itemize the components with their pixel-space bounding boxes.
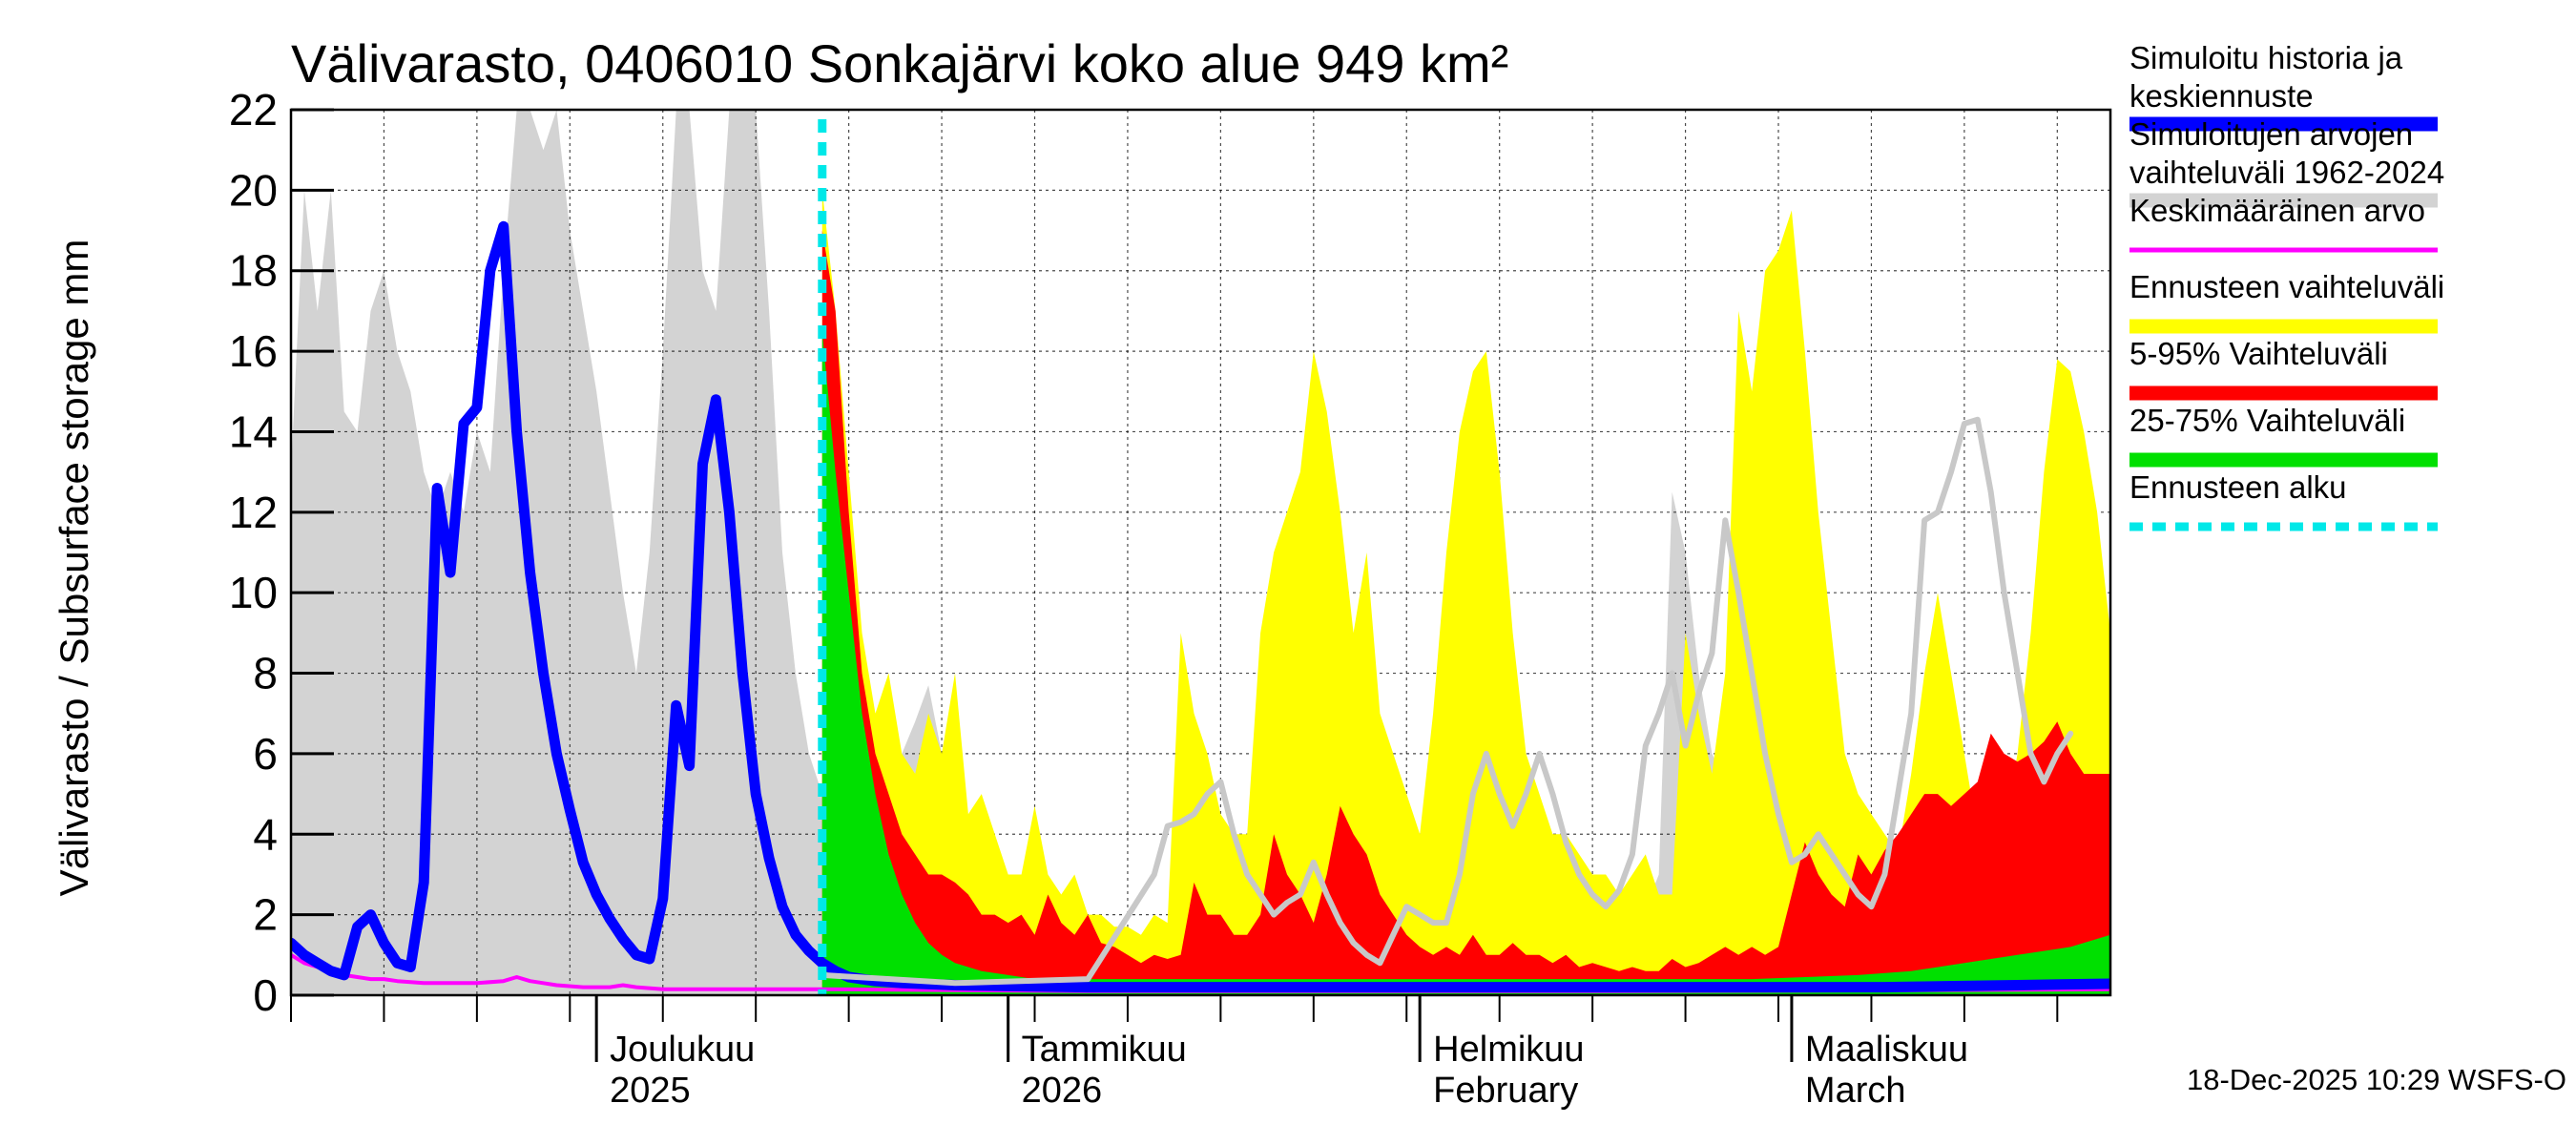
legend-label: Keskimääräinen arvo	[2129, 193, 2425, 228]
series-keskim-r-inen-arvo	[291, 952, 2110, 993]
legend-item: Ennusteen vaihteluväli	[2129, 269, 2444, 334]
legend-item: Ennusteen alku	[2129, 469, 2438, 531]
legend-label: 5-95% Vaihteluväli	[2129, 336, 2388, 371]
y-tick-label: 0	[253, 970, 278, 1020]
y-axis-label: Välivarasto / Subsurface storage mm	[52, 239, 96, 897]
y-tick-label: 10	[229, 568, 278, 617]
x-year-label: February	[1433, 1071, 1578, 1111]
legend-label: Ennusteen alku	[2129, 469, 2347, 505]
legend-item: Keskimääräinen arvo	[2129, 193, 2438, 253]
y-tick-label: 14	[229, 406, 278, 456]
y-tick-label: 12	[229, 488, 278, 537]
x-year-label: 2025	[610, 1071, 691, 1111]
legend-label: Simuloitujen arvojen	[2129, 116, 2413, 152]
y-tick-label: 22	[229, 85, 278, 135]
x-month-label: Maaliskuu	[1805, 1030, 1968, 1070]
legend-item: 25-75% Vaihteluväli	[2129, 403, 2438, 468]
y-tick-label: 2	[253, 890, 278, 940]
footer-timestamp: 18-Dec-2025 10:29 WSFS-O	[2187, 1063, 2566, 1096]
y-tick-label: 20	[229, 165, 278, 215]
y-tick-label: 4	[253, 809, 278, 859]
y-tick-label: 8	[253, 649, 278, 698]
plot-frame	[289, 108, 2112, 997]
x-year-label: 2026	[1022, 1071, 1103, 1111]
chart-title: Välivarasto, 0406010 Sonkajärvi koko alu…	[291, 33, 1508, 94]
y-tick-label: 6	[253, 729, 278, 779]
y-tick-label: 16	[229, 326, 278, 376]
x-year-label: March	[1805, 1071, 1906, 1111]
series-ennusteen-vaihteluv-li	[821, 190, 2110, 995]
y-tick-label: 18	[229, 246, 278, 296]
legend-label-line2: keskiennuste	[2129, 78, 2314, 114]
legend-item: 5-95% Vaihteluväli	[2129, 336, 2438, 401]
series-ennusteen-keskiarvo-harmaa-	[819, 416, 2074, 987]
series-simuloitujen-arvojen-vaihteluv-li-1962-2024	[291, 110, 2110, 995]
legend: Simuloitu historia jakeskiennusteSimuloi…	[2129, 40, 2444, 531]
legend-label: Simuloitu historia ja	[2129, 40, 2403, 75]
x-month-label: Tammikuu	[1022, 1030, 1187, 1070]
x-month-label: Joulukuu	[610, 1030, 755, 1070]
plot-area	[291, 110, 2110, 995]
legend-label: 25-75% Vaihteluväli	[2129, 403, 2405, 438]
x-month-label: Helmikuu	[1433, 1030, 1584, 1070]
legend-label: Ennusteen vaihteluväli	[2129, 269, 2444, 304]
plot-clip-group	[291, 110, 2110, 995]
series-5-95-vaihteluv-li	[821, 230, 2110, 995]
legend-label-line2: vaihteluväli 1962-2024	[2129, 155, 2444, 190]
